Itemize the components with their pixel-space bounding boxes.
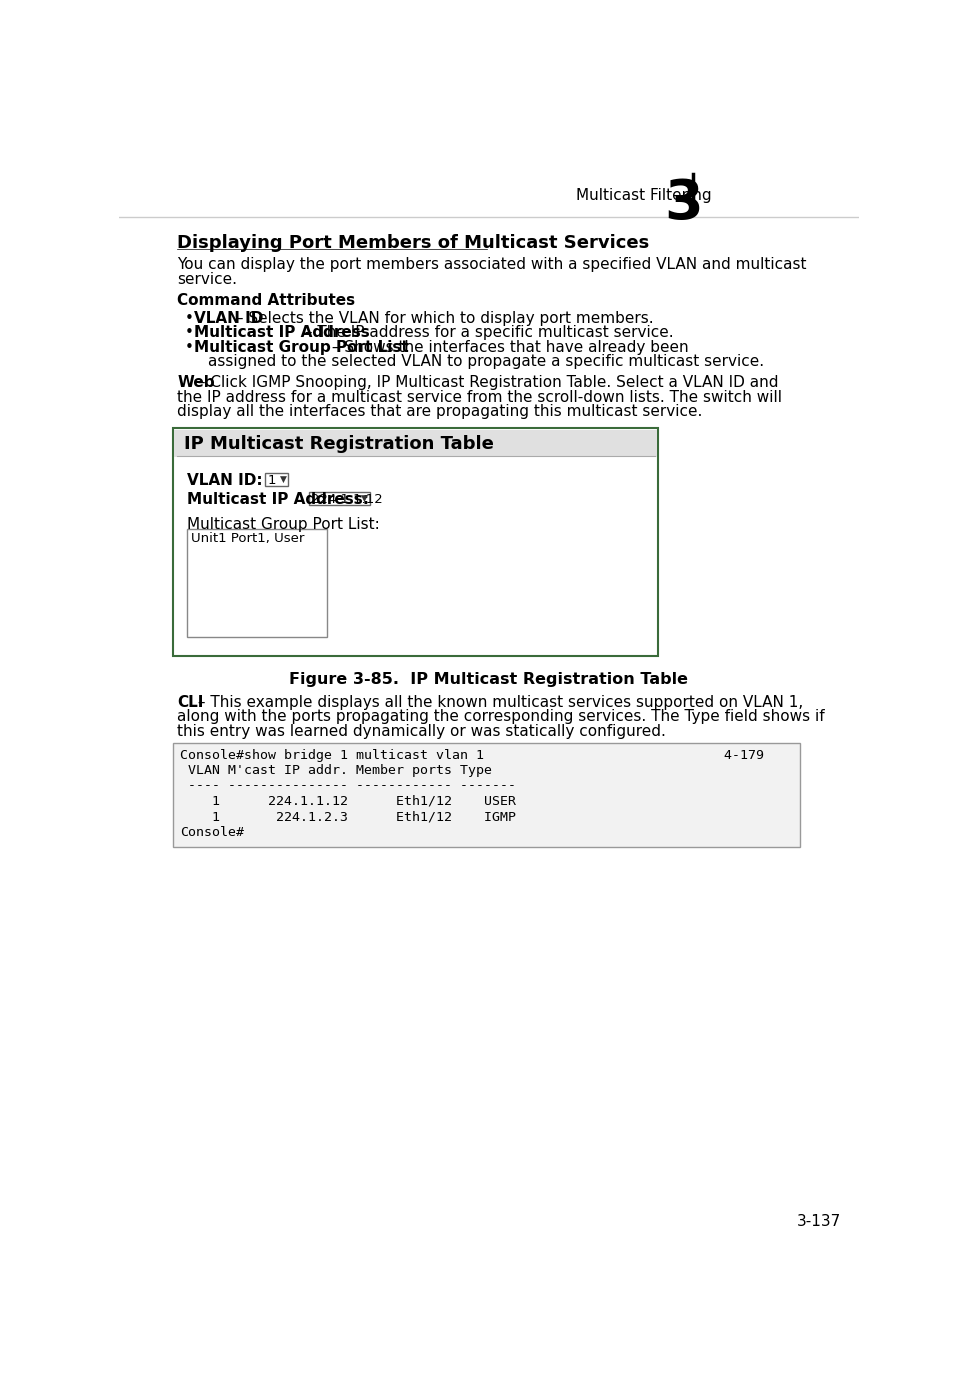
Text: Console#show bridge 1 multicast vlan 1                              4-179: Console#show bridge 1 multicast vlan 1 4…: [179, 748, 763, 762]
Text: Unit1 Port1, User: Unit1 Port1, User: [191, 532, 304, 544]
Text: along with the ports propagating the corresponding services. The Type field show: along with the ports propagating the cor…: [177, 709, 824, 725]
Text: assigned to the selected VLAN to propagate a specific multicast service.: assigned to the selected VLAN to propaga…: [208, 354, 763, 369]
Text: VLAN ID: VLAN ID: [194, 311, 264, 326]
Text: – Click IGMP Snooping, IP Multicast Registration Table. Select a VLAN ID and: – Click IGMP Snooping, IP Multicast Regi…: [193, 375, 778, 390]
Text: 1       224.1.2.3      Eth1/12    IGMP: 1 224.1.2.3 Eth1/12 IGMP: [179, 811, 516, 823]
Text: •: •: [185, 311, 193, 326]
Bar: [265, 473, 288, 486]
Text: VLAN ID:: VLAN ID:: [187, 473, 263, 489]
Text: •: •: [185, 325, 193, 340]
Text: ▼: ▼: [360, 494, 368, 502]
Text: 3-137: 3-137: [796, 1213, 840, 1228]
Text: this entry was learned dynamically or was statically configured.: this entry was learned dynamically or wa…: [177, 725, 665, 738]
Text: Web: Web: [177, 375, 214, 390]
Text: Figure 3-85.  IP Multicast Registration Table: Figure 3-85. IP Multicast Registration T…: [289, 672, 688, 687]
Bar: [174, 430, 657, 457]
Text: 3: 3: [663, 178, 702, 232]
Text: Multicast Group Port List: Multicast Group Port List: [194, 340, 409, 355]
Text: Multicast IP Address:: Multicast IP Address:: [187, 493, 369, 507]
Text: – Selects the VLAN for which to display port members.: – Selects the VLAN for which to display …: [232, 311, 654, 326]
Text: service.: service.: [177, 272, 237, 287]
Text: 1: 1: [267, 473, 275, 487]
Text: – Shows the interfaces that have already been: – Shows the interfaces that have already…: [326, 340, 687, 355]
Text: 1      224.1.1.12      Eth1/12    USER: 1 224.1.1.12 Eth1/12 USER: [179, 795, 516, 808]
Text: the IP address for a multicast service from the scroll-down lists. The switch wi: the IP address for a multicast service f…: [177, 390, 781, 405]
Bar: [173, 743, 800, 847]
Text: Multicast Group Port List:: Multicast Group Port List:: [187, 516, 380, 532]
Text: You can display the port members associated with a specified VLAN and multicast: You can display the port members associa…: [177, 257, 806, 272]
Text: ---- --------------- ------------ -------: ---- --------------- ------------ ------…: [179, 780, 516, 793]
Text: Multicast Filtering: Multicast Filtering: [576, 189, 711, 203]
Text: – The IP address for a specific multicast service.: – The IP address for a specific multicas…: [300, 325, 673, 340]
Bar: [309, 493, 369, 505]
Bar: [173, 429, 658, 655]
Text: – This example displays all the known multicast services supported on VLAN 1,: – This example displays all the known mu…: [193, 695, 802, 709]
Text: Multicast IP Address: Multicast IP Address: [194, 325, 370, 340]
Text: IP Multicast Registration Table: IP Multicast Registration Table: [184, 434, 494, 452]
Text: Console#: Console#: [179, 826, 243, 838]
Text: display all the interfaces that are propagating this multicast service.: display all the interfaces that are prop…: [177, 404, 702, 419]
Text: VLAN M'cast IP addr. Member ports Type: VLAN M'cast IP addr. Member ports Type: [179, 763, 491, 777]
Text: 224.1.1.12: 224.1.1.12: [311, 493, 383, 507]
Text: CLI: CLI: [177, 695, 204, 709]
Text: ▼: ▼: [279, 475, 286, 483]
Text: •: •: [185, 340, 193, 355]
Text: Displaying Port Members of Multicast Services: Displaying Port Members of Multicast Ser…: [177, 235, 649, 253]
Text: Command Attributes: Command Attributes: [177, 293, 355, 308]
Bar: [187, 529, 327, 637]
